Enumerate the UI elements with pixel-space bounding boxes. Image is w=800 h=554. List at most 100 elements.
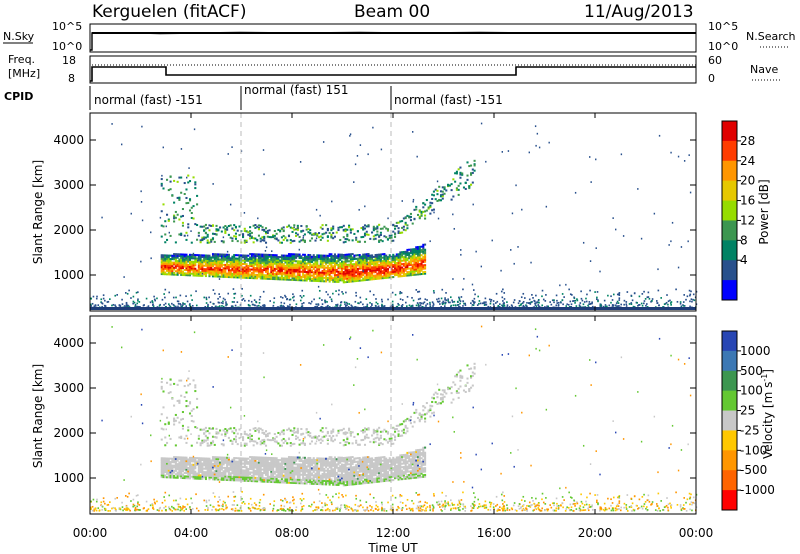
- power-cell: [234, 237, 238, 240]
- velocity-cell: [185, 461, 188, 464]
- power-cell: [233, 257, 236, 260]
- power-cell: [424, 203, 427, 206]
- power-cell: [418, 264, 421, 267]
- power-cell: [211, 270, 215, 273]
- power-cell: [484, 303, 486, 305]
- power-cell: [252, 260, 255, 263]
- power-cell: [488, 298, 491, 301]
- velocity-cell: [231, 467, 234, 470]
- velocity-cell: [194, 470, 197, 473]
- power-cell: [295, 260, 298, 263]
- power-cell: [413, 266, 416, 269]
- power-cell: [196, 238, 199, 241]
- power-cell: [378, 257, 381, 260]
- power-cell: [174, 261, 177, 264]
- power-cell: [326, 229, 329, 232]
- velocity-cell: [227, 458, 230, 461]
- power-cell: [173, 214, 176, 217]
- power-cell: [291, 268, 294, 271]
- power-cell: [381, 300, 383, 303]
- power-cell: [229, 265, 232, 268]
- power-cell: [236, 271, 239, 274]
- power-cell: [220, 274, 223, 277]
- power-cell: [206, 269, 209, 272]
- power-cell: [464, 187, 467, 190]
- power-cell: [238, 273, 241, 276]
- power-cell: [171, 270, 174, 273]
- power-cell: [376, 225, 379, 228]
- velocity-cell: [266, 434, 269, 437]
- velocity-cell: [220, 475, 223, 478]
- velocity-cell: [287, 476, 291, 479]
- power-cell: [187, 269, 190, 272]
- power-cell: [658, 304, 660, 307]
- velocity-cell: [199, 460, 202, 463]
- velocity-cell: [280, 457, 283, 460]
- power-cell: [233, 255, 236, 258]
- power-cell: [183, 268, 186, 271]
- power-cell: [326, 239, 329, 242]
- power-cell: [263, 228, 266, 231]
- velocity-cell: [280, 462, 283, 465]
- power-cell: [401, 252, 404, 255]
- velocity-cell: [263, 460, 266, 463]
- velocity-cell: [291, 469, 294, 472]
- power-cell: [215, 229, 218, 232]
- power-cell: [363, 267, 367, 270]
- power-cell: [199, 255, 202, 258]
- power-cell: [374, 267, 377, 270]
- power-cell: [316, 254, 319, 257]
- velocity-cell: [174, 466, 177, 469]
- velocity-cell: [268, 480, 271, 483]
- power-cell: [404, 221, 407, 224]
- power-cell: [348, 226, 351, 229]
- power-cell: [493, 305, 495, 307]
- power-cell: [459, 171, 462, 174]
- velocity-cell: [298, 473, 301, 476]
- velocity-cell: [164, 457, 167, 460]
- velocity-cell: [183, 471, 186, 474]
- velocity-cell: [167, 469, 170, 472]
- power-cell: [309, 254, 312, 257]
- power-cell: [301, 302, 303, 305]
- power-cell: [115, 305, 117, 308]
- power-cell: [507, 150, 510, 152]
- velocity-cell: [247, 436, 250, 439]
- power-cell: [408, 274, 411, 277]
- power-cell: [636, 301, 638, 304]
- power-cell: [298, 263, 301, 266]
- power-cell: [264, 258, 268, 261]
- power-cell: [362, 269, 365, 272]
- power-cell: [338, 289, 340, 292]
- power-cell: [275, 271, 278, 274]
- velocity-cell: [213, 475, 216, 478]
- velocity-cell: [180, 466, 183, 469]
- power-cell: [342, 292, 344, 295]
- colorbar-swatch: [722, 140, 737, 162]
- power-cell: [210, 258, 213, 261]
- velocity-cell: [256, 470, 259, 473]
- power-cell: [379, 260, 382, 263]
- power-cell: [439, 194, 443, 197]
- power-cell: [286, 261, 289, 264]
- power-cell: [360, 276, 363, 279]
- power-cell: [180, 265, 183, 268]
- power-cell: [187, 267, 190, 270]
- power-cell: [192, 267, 195, 270]
- power-cell: [180, 215, 183, 218]
- velocity-cell: [178, 471, 181, 474]
- power-cell: [231, 239, 234, 242]
- power-cell: [215, 256, 218, 259]
- power-cell: [284, 273, 287, 276]
- power-cell: [404, 217, 407, 220]
- power-cell: [531, 301, 533, 303]
- velocity-cell: [240, 465, 243, 468]
- power-cell: [227, 276, 230, 279]
- velocity-cell: [173, 469, 176, 472]
- power-cell: [402, 217, 405, 220]
- power-cell: [152, 304, 154, 306]
- power-cell: [280, 259, 283, 262]
- power-cell: [296, 275, 299, 278]
- power-cell: [266, 272, 269, 275]
